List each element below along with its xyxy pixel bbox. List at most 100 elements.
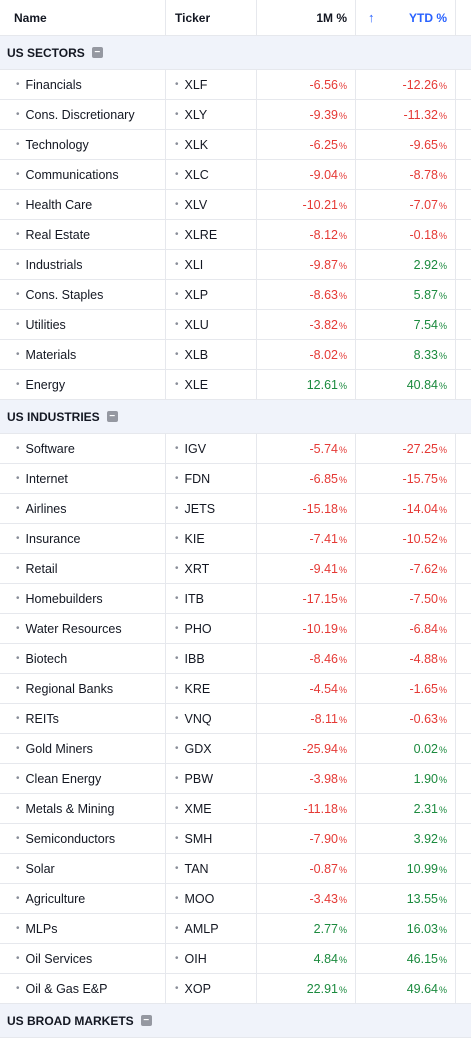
table-row[interactable]: • Industrials • XLI -9.87% 2.92% <box>0 250 471 280</box>
cell-ticker[interactable]: • OIH <box>166 944 257 973</box>
cell-ticker[interactable]: • XRT <box>166 554 257 583</box>
row-ticker[interactable]: XOP <box>184 981 211 996</box>
cell-ticker[interactable]: • XLI <box>166 250 257 279</box>
collapse-icon[interactable]: − <box>140 1015 152 1026</box>
row-ticker[interactable]: XLY <box>184 107 208 122</box>
row-ticker[interactable]: XLU <box>184 317 209 332</box>
table-row[interactable]: • Airlines • JETS -15.18% -14.04% <box>0 494 471 524</box>
table-row[interactable]: • Health Care • XLV -10.21% -7.07% <box>0 190 471 220</box>
cell-ticker[interactable]: • ITB <box>166 584 257 613</box>
cell-ticker[interactable]: • IBB <box>166 644 257 673</box>
collapse-icon[interactable]: − <box>91 47 103 58</box>
cell-ticker[interactable]: • JETS <box>166 494 257 523</box>
table-row[interactable]: • MLPs • AMLP 2.77% 16.03% <box>0 914 471 944</box>
table-row[interactable]: • Agriculture • MOO -3.43% 13.55% <box>0 884 471 914</box>
row-ticker[interactable]: XLK <box>184 137 209 152</box>
row-ticker[interactable]: VNQ <box>184 711 212 726</box>
cell-ticker[interactable]: • MOO <box>166 884 257 913</box>
table-row[interactable]: • Gold Miners • GDX -25.94% 0.02% <box>0 734 471 764</box>
cell-ticker[interactable]: • FDN <box>166 464 257 493</box>
table-row[interactable]: • Retail • XRT -9.41% -7.62% <box>0 554 471 584</box>
row-ticker[interactable]: IGV <box>184 441 207 456</box>
cell-ticker[interactable]: • XLK <box>166 130 257 159</box>
table-row[interactable]: • Materials • XLB -8.02% 8.33% <box>0 340 471 370</box>
cell-ticker[interactable]: • IGV <box>166 434 257 463</box>
table-row[interactable]: • Software • IGV -5.74% -27.25% <box>0 434 471 464</box>
table-row[interactable]: • Water Resources • PHO -10.19% -6.84% <box>0 614 471 644</box>
cell-ticker[interactable]: • TAN <box>166 854 257 883</box>
cell-ticker[interactable]: • XLU <box>166 310 257 339</box>
row-ticker[interactable]: XLP <box>184 287 209 302</box>
row-ticker[interactable]: JETS <box>184 501 216 516</box>
row-ticker[interactable]: XLV <box>184 197 208 212</box>
cell-ticker[interactable]: • XLRE <box>166 220 257 249</box>
column-header-ticker[interactable]: Ticker <box>166 0 257 35</box>
table-row[interactable]: • Regional Banks • KRE -4.54% -1.65% <box>0 674 471 704</box>
row-ticker[interactable]: TAN <box>184 861 209 876</box>
row-ticker[interactable]: SMH <box>184 831 213 846</box>
table-row[interactable]: • Metals & Mining • XME -11.18% 2.31% <box>0 794 471 824</box>
table-row[interactable]: • Clean Energy • PBW -3.98% 1.90% <box>0 764 471 794</box>
cell-ticker[interactable]: • AMLP <box>166 914 257 943</box>
row-ticker[interactable]: FDN <box>184 471 211 486</box>
row-ticker[interactable]: XLRE <box>184 227 218 242</box>
row-ticker[interactable]: PHO <box>184 621 212 636</box>
table-row[interactable]: • Semiconductors • SMH -7.90% 3.92% <box>0 824 471 854</box>
table-row[interactable]: • Internet • FDN -6.85% -15.75% <box>0 464 471 494</box>
cell-ticker[interactable]: • VNQ <box>166 704 257 733</box>
cell-ticker[interactable]: • PBW <box>166 764 257 793</box>
table-row[interactable]: • Oil & Gas E&P • XOP 22.91% 49.64% <box>0 974 471 1004</box>
table-row[interactable]: • Utilities • XLU -3.82% 7.54% <box>0 310 471 340</box>
cell-ticker[interactable]: • XLP <box>166 280 257 309</box>
row-ticker[interactable]: PBW <box>184 771 213 786</box>
row-ticker[interactable]: XLI <box>184 257 204 272</box>
cell-ticker[interactable]: • KRE <box>166 674 257 703</box>
table-row[interactable]: • Communications • XLC -9.04% -8.78% <box>0 160 471 190</box>
row-ticker[interactable]: XME <box>184 801 212 816</box>
cell-ticker[interactable]: • XLV <box>166 190 257 219</box>
table-row[interactable]: • Real Estate • XLRE -8.12% -0.18% <box>0 220 471 250</box>
row-ticker[interactable]: XLB <box>184 347 209 362</box>
cell-ticker[interactable]: • XME <box>166 794 257 823</box>
table-row[interactable]: • Homebuilders • ITB -17.15% -7.50% <box>0 584 471 614</box>
cell-ticker[interactable]: • XLY <box>166 100 257 129</box>
row-ticker[interactable]: GDX <box>184 741 212 756</box>
table-row[interactable]: • Oil Services • OIH 4.84% 46.15% <box>0 944 471 974</box>
collapse-icon[interactable]: − <box>106 411 118 422</box>
row-ticker[interactable]: OIH <box>184 951 207 966</box>
cell-ticker[interactable]: • XLF <box>166 70 257 99</box>
row-ticker[interactable]: XLF <box>184 77 208 92</box>
table-row[interactable]: • Cons. Discretionary • XLY -9.39% -11.32% <box>0 100 471 130</box>
row-ticker[interactable]: MOO <box>184 891 215 906</box>
row-ticker[interactable]: AMLP <box>184 921 219 936</box>
row-ticker[interactable]: ITB <box>184 591 204 606</box>
cell-ticker[interactable]: • XLB <box>166 340 257 369</box>
column-header-name[interactable]: Name <box>0 0 166 35</box>
table-row[interactable]: • Energy • XLE 12.61% 40.84% <box>0 370 471 400</box>
row-ticker[interactable]: XRT <box>184 561 210 576</box>
row-ticker[interactable]: XLE <box>184 377 209 392</box>
row-ticker[interactable]: IBB <box>184 651 205 666</box>
column-header-1m[interactable]: 1M % <box>257 0 356 35</box>
table-row[interactable]: • Biotech • IBB -8.46% -4.88% <box>0 644 471 674</box>
cell-ticker[interactable]: • PHO <box>166 614 257 643</box>
cell-ticker[interactable]: • GDX <box>166 734 257 763</box>
table-row[interactable]: • Cons. Staples • XLP -8.63% 5.87% <box>0 280 471 310</box>
row-ticker[interactable]: XLC <box>184 167 209 182</box>
section-header[interactable]: US SECTORS − <box>0 36 471 70</box>
cell-ticker[interactable]: • KIE <box>166 524 257 553</box>
table-row[interactable]: • Financials • XLF -6.56% -12.26% <box>0 70 471 100</box>
cell-ticker[interactable]: • SMH <box>166 824 257 853</box>
column-header-ytd[interactable]: ↑ YTD % <box>356 0 456 35</box>
section-header[interactable]: US BROAD MARKETS − <box>0 1004 471 1038</box>
row-ticker[interactable]: KIE <box>184 531 205 546</box>
cell-ticker[interactable]: • XLC <box>166 160 257 189</box>
section-header[interactable]: US INDUSTRIES − <box>0 400 471 434</box>
row-ticker[interactable]: KRE <box>184 681 211 696</box>
cell-ticker[interactable]: • XLE <box>166 370 257 399</box>
sort-ascending-icon[interactable]: ↑ <box>368 10 375 25</box>
table-row[interactable]: • Solar • TAN -0.87% 10.99% <box>0 854 471 884</box>
table-row[interactable]: • REITs • VNQ -8.11% -0.63% <box>0 704 471 734</box>
table-row[interactable]: • Technology • XLK -6.25% -9.65% <box>0 130 471 160</box>
cell-ticker[interactable]: • XOP <box>166 974 257 1003</box>
